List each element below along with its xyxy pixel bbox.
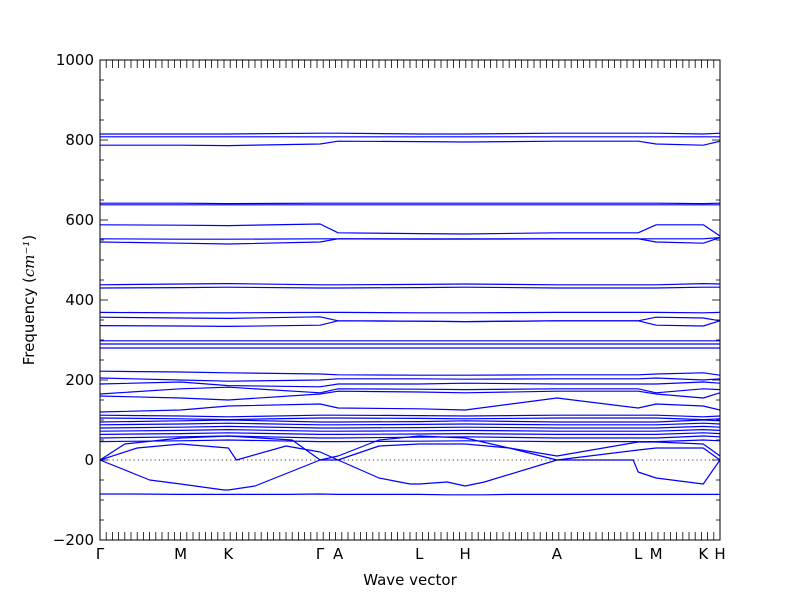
x-tick-label: H bbox=[460, 545, 471, 563]
y-axis-unit: cm⁻¹ bbox=[20, 241, 38, 278]
band-line-1 bbox=[100, 132, 720, 135]
y-axis-unit-close: ) bbox=[20, 235, 38, 241]
band-line-34 bbox=[100, 435, 720, 439]
x-tick-label: K bbox=[698, 545, 709, 563]
band-line-3 bbox=[100, 140, 720, 147]
y-tick-label: 200 bbox=[65, 371, 94, 389]
band-line-21 bbox=[100, 390, 720, 401]
band-line-17 bbox=[100, 370, 720, 376]
band-line-23 bbox=[100, 414, 720, 418]
x-tick-label: A bbox=[333, 545, 344, 563]
band-line-6 bbox=[100, 223, 720, 237]
y-tick-label: 800 bbox=[65, 131, 94, 149]
band-line-33 bbox=[100, 493, 720, 496]
band-line-8 bbox=[100, 237, 720, 245]
band-line-9 bbox=[100, 283, 720, 286]
y-tick-label: −200 bbox=[53, 531, 94, 549]
y-tick-label: 0 bbox=[84, 451, 94, 469]
y-tick-label: 600 bbox=[65, 211, 94, 229]
x-tick-label: Γ bbox=[96, 545, 105, 563]
x-tick-label: M bbox=[650, 545, 663, 563]
x-axis-label: Wave vector bbox=[363, 571, 457, 589]
band-line-13 bbox=[100, 320, 720, 327]
y-axis-label-text: Frequency bbox=[20, 288, 38, 366]
x-tick-label: H bbox=[714, 545, 725, 563]
y-axis-label: Frequency (cm⁻¹) bbox=[20, 235, 38, 366]
band-line-35 bbox=[100, 439, 720, 443]
band-line-28 bbox=[100, 429, 720, 432]
band-line-29 bbox=[100, 432, 720, 435]
x-tick-label: A bbox=[552, 545, 563, 563]
y-tick-label: 400 bbox=[65, 291, 94, 309]
band-line-30 bbox=[100, 435, 720, 461]
band-line-18 bbox=[100, 377, 720, 382]
band-line-20 bbox=[100, 386, 720, 395]
band-line-19 bbox=[100, 381, 720, 388]
band-line-32 bbox=[100, 459, 720, 491]
band-line-10 bbox=[100, 286, 720, 289]
band-lines bbox=[100, 132, 720, 496]
x-tick-label: M bbox=[174, 545, 187, 563]
band-line-26 bbox=[100, 422, 720, 426]
band-line-31 bbox=[100, 443, 720, 461]
x-tick-label: L bbox=[634, 545, 643, 563]
band-line-27 bbox=[100, 425, 720, 429]
x-tick-label: K bbox=[223, 545, 234, 563]
plot-frame bbox=[99, 59, 721, 541]
band-line-25 bbox=[100, 419, 720, 423]
band-line-22 bbox=[100, 397, 720, 413]
x-tick-label: L bbox=[415, 545, 424, 563]
x-tick-label: Γ bbox=[316, 545, 325, 563]
y-tick-label: 1000 bbox=[56, 51, 94, 69]
band-line-24 bbox=[100, 417, 720, 421]
y-ticks: −200 0 200 400 600 800 1000 bbox=[53, 51, 720, 549]
y-axis-unit-open: ( bbox=[20, 277, 38, 288]
